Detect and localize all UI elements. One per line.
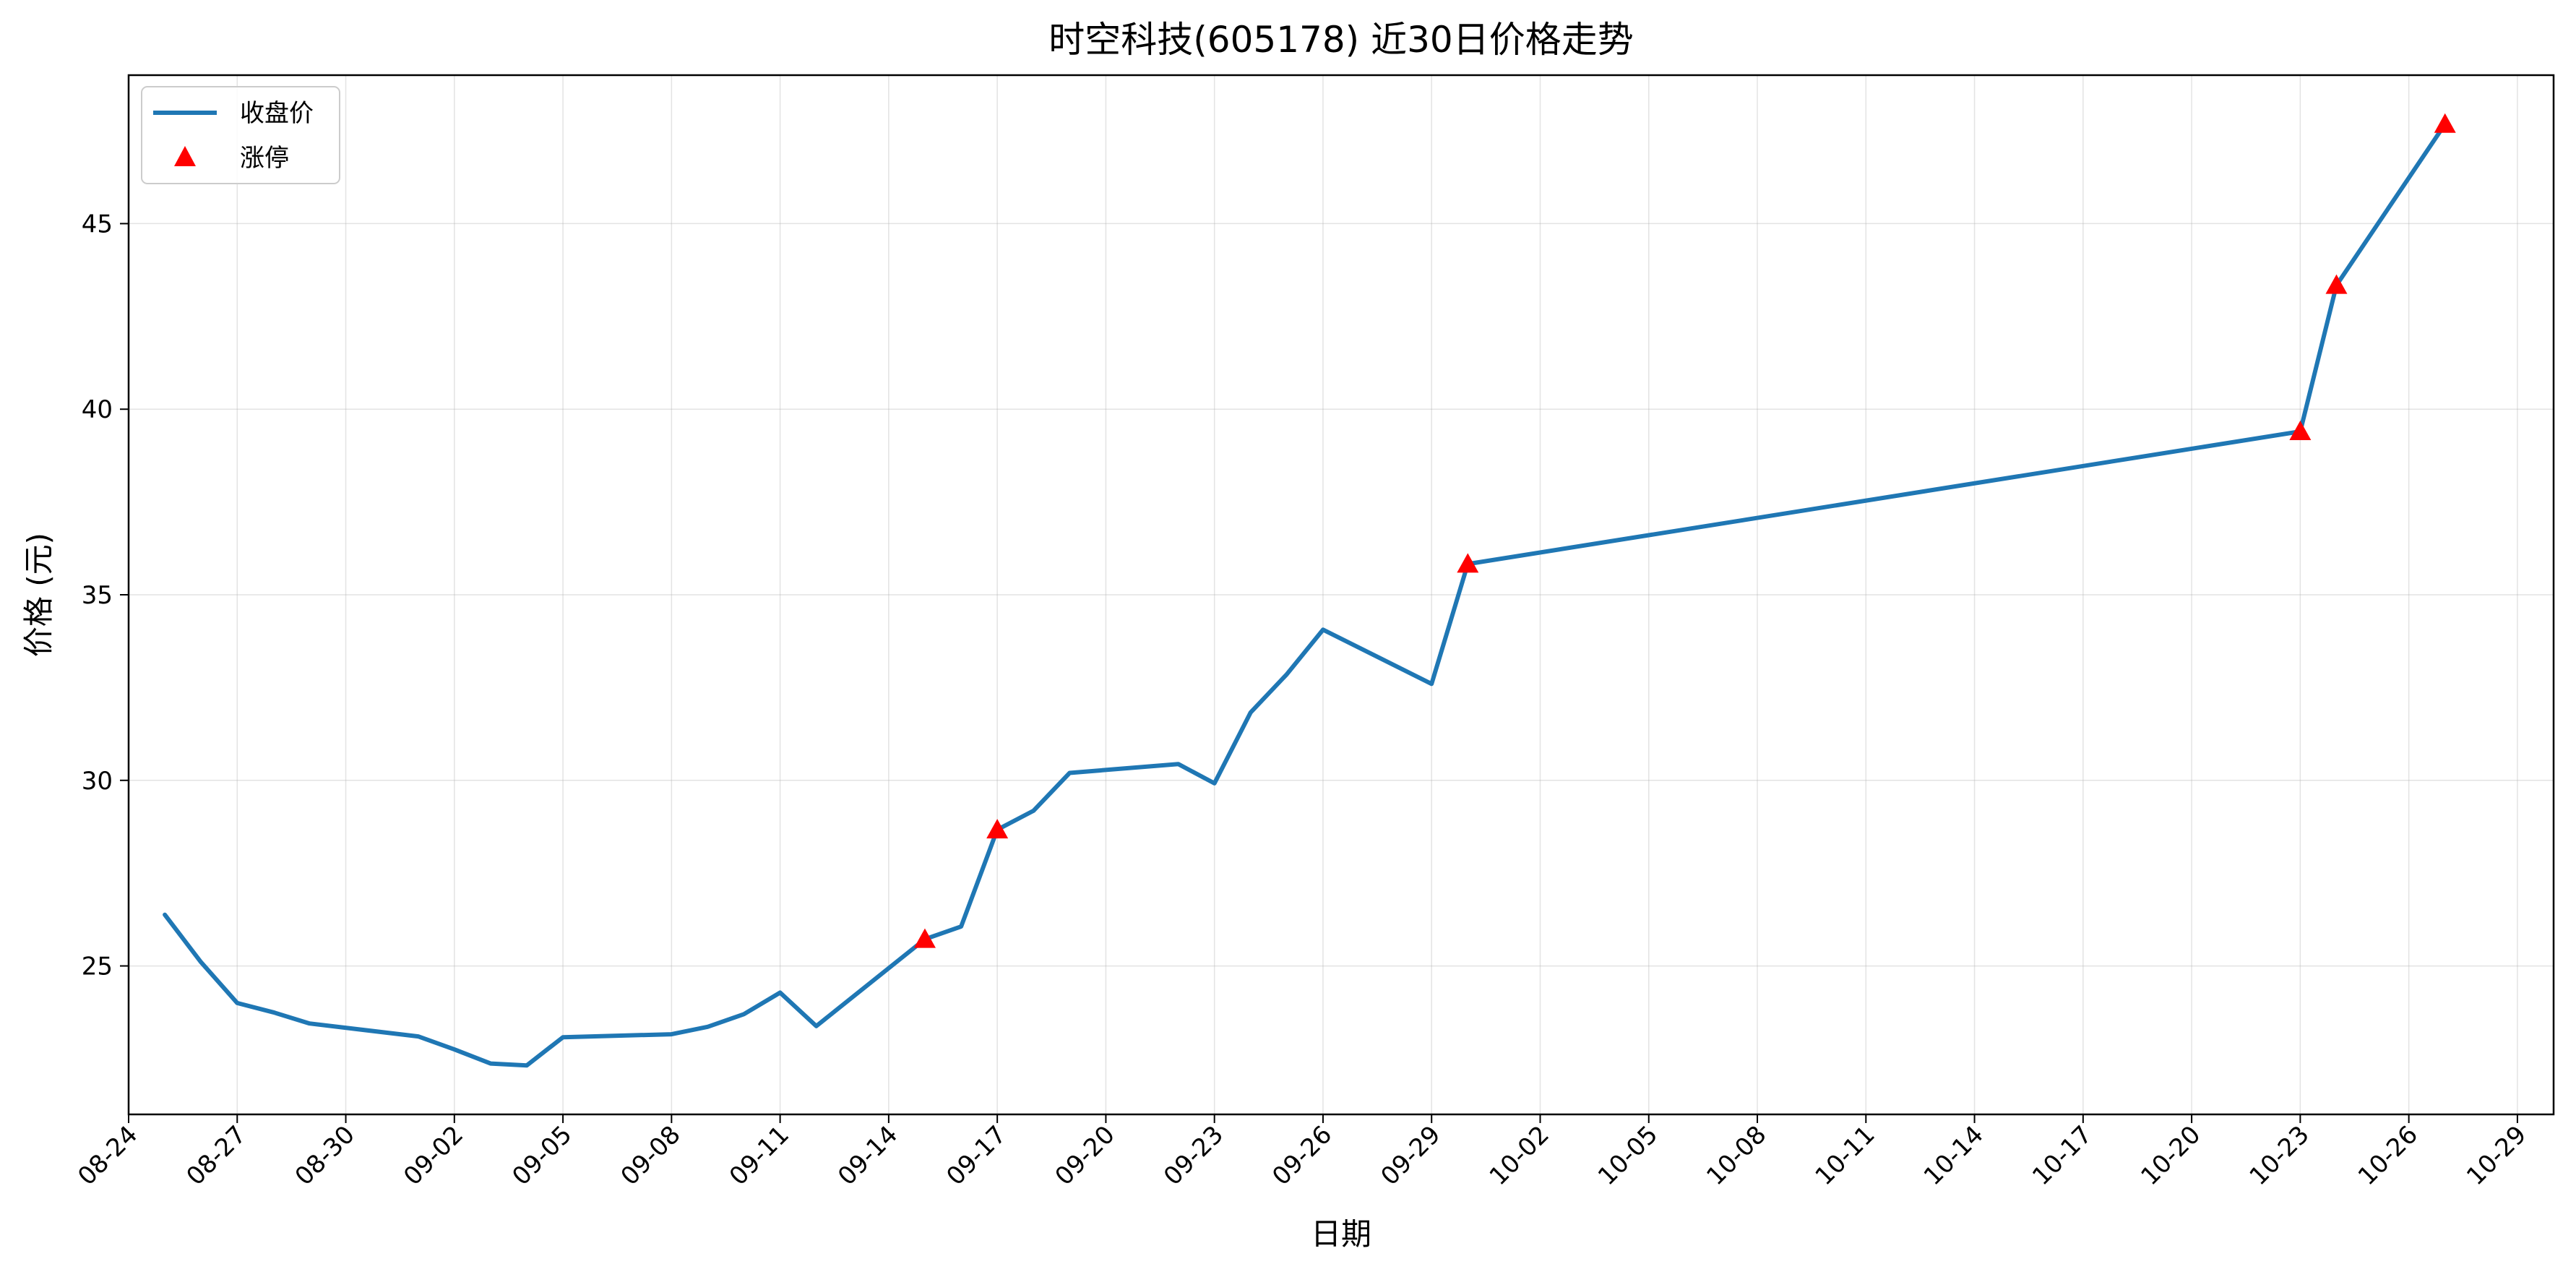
close-price-line bbox=[163, 121, 2447, 1068]
limit-up-marker bbox=[2289, 421, 2312, 441]
y-tick-label: 40 bbox=[82, 395, 113, 424]
grid-lines bbox=[128, 75, 2554, 1114]
limit-up-marker bbox=[913, 928, 936, 948]
y-tick-label: 35 bbox=[82, 581, 113, 610]
limit-up-marker bbox=[2434, 113, 2456, 133]
legend-triangle-swatch bbox=[174, 146, 196, 166]
y-tick-label: 30 bbox=[82, 767, 113, 796]
y-axis-title: 价格 (元) bbox=[21, 533, 56, 657]
legend-label-limit-up: 涨停 bbox=[240, 144, 289, 173]
y-tick-label: 45 bbox=[82, 210, 113, 238]
series-layer bbox=[163, 113, 2456, 1068]
chart-title: 时空科技(605178) 近30日价格走势 bbox=[1048, 19, 1633, 61]
limit-up-marker bbox=[986, 819, 1009, 839]
limit-up-marker bbox=[2325, 274, 2348, 294]
legend: 收盘价 涨停 bbox=[141, 86, 340, 184]
legend-label-close: 收盘价 bbox=[240, 99, 314, 128]
y-tick-label: 25 bbox=[82, 953, 113, 981]
limit-up-marker bbox=[1457, 553, 1479, 573]
x-axis-title: 日期 bbox=[1311, 1216, 1371, 1252]
